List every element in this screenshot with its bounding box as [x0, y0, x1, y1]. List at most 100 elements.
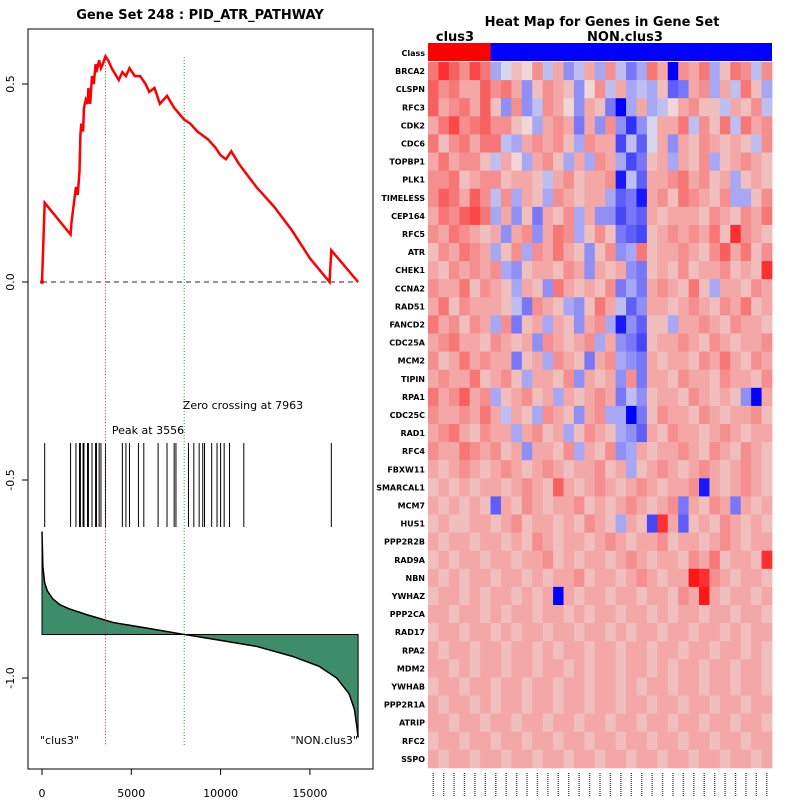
heatmap-cell — [626, 677, 637, 696]
heatmap-cell — [438, 243, 450, 262]
heatmap-cell — [636, 333, 648, 352]
heatmap-cell — [678, 224, 690, 244]
heatmap-cell — [615, 713, 627, 733]
heatmap-cell — [678, 206, 690, 226]
heatmap-cell — [667, 369, 679, 389]
heatmap-cell — [532, 514, 544, 533]
heatmap-cell — [667, 405, 679, 425]
heatmap-cell — [699, 134, 710, 153]
heatmap-cell — [438, 279, 450, 298]
heatmap-cell — [584, 243, 596, 262]
heatmap-cell — [490, 586, 502, 606]
heatmap-cell — [573, 532, 585, 552]
heatmap-cell — [761, 424, 773, 443]
heatmap-cell — [563, 586, 575, 606]
heatmap-cell — [751, 460, 762, 479]
heatmap-cell — [511, 224, 523, 244]
heatmap-cell — [594, 749, 606, 769]
heatmap-cell — [584, 460, 596, 479]
heatmap-cell — [688, 550, 700, 570]
heatmap-cell — [542, 369, 554, 389]
heatmap-cell — [709, 188, 721, 208]
heatmap-cell — [740, 424, 752, 443]
heatmap-cell — [438, 224, 450, 244]
heatmap-cell — [761, 279, 773, 298]
y-tick-label: 0.5 — [4, 75, 17, 93]
heatmap-cell — [605, 261, 617, 280]
heatmap-cell — [657, 116, 669, 135]
heatmap-cell — [740, 460, 752, 479]
heatmap-cell — [709, 224, 721, 244]
heatmap-cell — [584, 188, 596, 208]
heatmap-cell — [553, 279, 564, 298]
heatmap-cell — [573, 98, 585, 117]
heatmap-cell — [657, 152, 669, 171]
heatmap-cell — [751, 405, 762, 425]
heatmap-cell — [646, 623, 658, 642]
heatmap-cell — [480, 659, 491, 678]
heatmap-cell — [542, 297, 554, 316]
heatmap-cell — [709, 243, 721, 262]
heatmap-cell — [480, 460, 491, 479]
heatmap-cell — [667, 152, 679, 171]
heatmap-cell — [532, 152, 544, 171]
heatmap-cell — [542, 713, 554, 733]
heatmap-cell — [563, 424, 575, 443]
heatmap-cell — [615, 749, 627, 769]
heatmap-cell — [490, 550, 502, 570]
heatmap-cell — [740, 695, 752, 714]
heatmap-cell — [678, 62, 690, 81]
heatmap-cell — [657, 532, 669, 552]
heatmap-cell — [469, 351, 481, 371]
heatmap-cell — [740, 387, 752, 407]
heatmap-cell — [751, 605, 762, 624]
heatmap-cell — [657, 279, 669, 298]
heatmap-cell — [719, 532, 731, 552]
heatmap-cell — [573, 478, 585, 497]
heatmap-cell — [459, 387, 471, 407]
heatmap-cell — [678, 424, 690, 443]
heatmap-cell — [605, 514, 617, 533]
heatmap-cell — [573, 749, 585, 769]
heatmap-cell — [490, 731, 502, 751]
heatmap-cell — [563, 731, 575, 751]
heatmap-cell — [438, 442, 450, 461]
heatmap-cell — [448, 80, 460, 99]
heatmap-cell — [751, 279, 762, 298]
heatmap-cell — [428, 442, 439, 461]
right-group-label: "NON.clus3" — [290, 734, 358, 747]
heatmap-cell — [605, 224, 617, 244]
heatmap-cell — [594, 586, 606, 606]
heatmap-cell — [719, 243, 731, 262]
heatmap-cell — [699, 478, 710, 497]
heatmap-cell — [657, 405, 669, 425]
heatmap-cell — [459, 442, 471, 461]
heatmap-cell — [709, 749, 721, 769]
heatmap-cell — [646, 98, 658, 117]
heatmap-cell — [532, 206, 544, 226]
heatmap-cell — [490, 659, 502, 678]
heatmap-cell — [480, 387, 491, 407]
heatmap-cell — [438, 134, 450, 153]
heatmap-cell — [542, 188, 554, 208]
heatmap-cell — [438, 116, 450, 135]
heatmap-cell — [500, 605, 512, 624]
heatmap-cell — [709, 387, 721, 407]
heatmap-cell — [615, 568, 627, 588]
heatmap: Heat Map for Genes in Gene Set clus3 NON… — [376, 15, 773, 797]
heatmap-cell — [667, 116, 679, 135]
heatmap-cell — [657, 134, 669, 153]
heatmap-cell — [563, 188, 575, 208]
heatmap-cell — [438, 333, 450, 352]
heatmap-cell — [428, 62, 439, 81]
heatmap-cell — [448, 315, 460, 334]
heatmap-cell — [709, 514, 721, 533]
heatmap-cell — [532, 387, 544, 407]
heatmap-cell — [521, 80, 533, 99]
heatmap-cell — [730, 605, 742, 624]
heatmap-cell — [688, 297, 700, 316]
heatmap-cell — [605, 333, 617, 352]
heatmap-cell — [428, 98, 439, 117]
heatmap-cell — [563, 369, 575, 389]
heatmap-cell — [626, 550, 637, 570]
